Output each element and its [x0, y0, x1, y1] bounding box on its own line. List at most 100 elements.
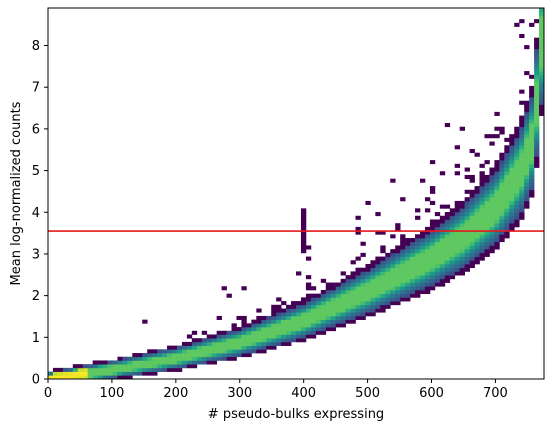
- heatmap-cell: [147, 367, 153, 372]
- heatmap-cell: [434, 263, 441, 269]
- heatmap-cell: [345, 304, 351, 309]
- heatmap-cell: [519, 156, 525, 161]
- heatmap-cell: [444, 223, 451, 228]
- y-tick-label: 3: [32, 247, 40, 262]
- heatmap-cell: [469, 204, 475, 209]
- heatmap-cell: [360, 289, 366, 295]
- heatmap-cell: [494, 167, 500, 172]
- heatmap-cell: [107, 375, 113, 380]
- heatmap-cell: [246, 327, 252, 332]
- heatmap-cell: [266, 341, 272, 346]
- heatmap-cell: [519, 115, 525, 120]
- heatmap-cell: [454, 215, 461, 220]
- heatmap-cell: [365, 271, 371, 276]
- heatmap-cell: [434, 275, 441, 280]
- heatmap-cell: [92, 360, 98, 365]
- heatmap-cell: [464, 238, 470, 243]
- heatmap-cell: [499, 234, 505, 239]
- heatmap-cell: [330, 297, 337, 302]
- heatmap-cell: [360, 297, 366, 302]
- heatmap-cell: [167, 345, 173, 350]
- heatmap-cell: [345, 293, 351, 298]
- heatmap-cell: [494, 223, 500, 228]
- heatmap-cell: [504, 156, 510, 161]
- heatmap-cell: [216, 338, 222, 343]
- heatmap-cell: [454, 212, 461, 217]
- heatmap-cell: [380, 304, 386, 309]
- heatmap-cell: [216, 341, 222, 346]
- heatmap-cell: [484, 230, 490, 235]
- heatmap-cell: [489, 167, 495, 172]
- heatmap-cell: [256, 319, 262, 324]
- heatmap-cell: [514, 148, 520, 154]
- heatmap-cell: [524, 126, 530, 131]
- heatmap-cell: [355, 267, 361, 272]
- heatmap-cell: [236, 353, 242, 358]
- heatmap-cell: [400, 252, 406, 257]
- heatmap-cell: [340, 289, 346, 295]
- heatmap-cell: [241, 315, 247, 320]
- heatmap-cell: [355, 226, 361, 231]
- heatmap-cell: [449, 212, 456, 217]
- heatmap-cell: [514, 171, 520, 176]
- heatmap-cell: [256, 308, 262, 313]
- heatmap-cell: [400, 260, 406, 265]
- heatmap-cell: [147, 353, 153, 358]
- heatmap-cell: [375, 286, 381, 291]
- heatmap-cell: [464, 230, 470, 235]
- heatmap-cell: [355, 304, 361, 309]
- heatmap-cell: [519, 200, 525, 205]
- heatmap-cell: [87, 367, 93, 372]
- y-tick-label: 5: [32, 164, 40, 179]
- heatmap-cell: [519, 189, 525, 194]
- heatmap-cell: [534, 93, 540, 98]
- heatmap-cell: [191, 360, 198, 365]
- y-tick-label: 2: [32, 289, 40, 304]
- heatmap-cell: [191, 353, 198, 358]
- heatmap-cell: [405, 241, 411, 246]
- heatmap-cell: [330, 282, 337, 287]
- heatmap-cell: [231, 327, 237, 332]
- heatmap-cell: [281, 308, 287, 313]
- heatmap-cell: [410, 293, 416, 298]
- heatmap-cell: [489, 178, 495, 183]
- heatmap-cell: [454, 226, 461, 231]
- heatmap-cell: [256, 327, 262, 332]
- heatmap-cell: [276, 327, 282, 332]
- heatmap-cell: [286, 323, 292, 328]
- heatmap-cell: [370, 275, 376, 280]
- heatmap-cell: [137, 367, 143, 372]
- heatmap-cell: [429, 200, 436, 205]
- heatmap-cell: [439, 263, 446, 269]
- heatmap-cell: [365, 293, 371, 298]
- heatmap-cell: [196, 345, 203, 350]
- heatmap-cell: [464, 241, 470, 246]
- heatmap-cell: [196, 353, 203, 358]
- heatmap-cell: [479, 171, 485, 176]
- heatmap-cell: [300, 230, 307, 235]
- heatmap-cell: [429, 238, 436, 243]
- heatmap-cell: [385, 278, 391, 283]
- heatmap-cell: [509, 160, 515, 165]
- heatmap-cell: [415, 215, 421, 220]
- heatmap-cell: [499, 178, 505, 183]
- heatmap-cell: [315, 293, 322, 298]
- heatmap-cell: [300, 323, 307, 328]
- heatmap-cell: [509, 219, 515, 224]
- heatmap-cell: [310, 308, 317, 313]
- heatmap-cell: [335, 293, 341, 298]
- heatmap-cell: [534, 85, 540, 90]
- heatmap-cell: [345, 286, 351, 291]
- heatmap-cell: [519, 134, 525, 139]
- heatmap-cell: [385, 271, 391, 276]
- heatmap-cell: [424, 238, 431, 243]
- heatmap-cell: [539, 93, 545, 98]
- heatmap-cell: [529, 148, 535, 154]
- heatmap-cell: [345, 278, 351, 283]
- heatmap-cell: [350, 297, 356, 302]
- heatmap-cell: [529, 85, 535, 90]
- heatmap-cell: [459, 263, 465, 269]
- heatmap-cell: [300, 304, 307, 309]
- heatmap-cell: [524, 156, 530, 161]
- heatmap-cell: [524, 189, 530, 194]
